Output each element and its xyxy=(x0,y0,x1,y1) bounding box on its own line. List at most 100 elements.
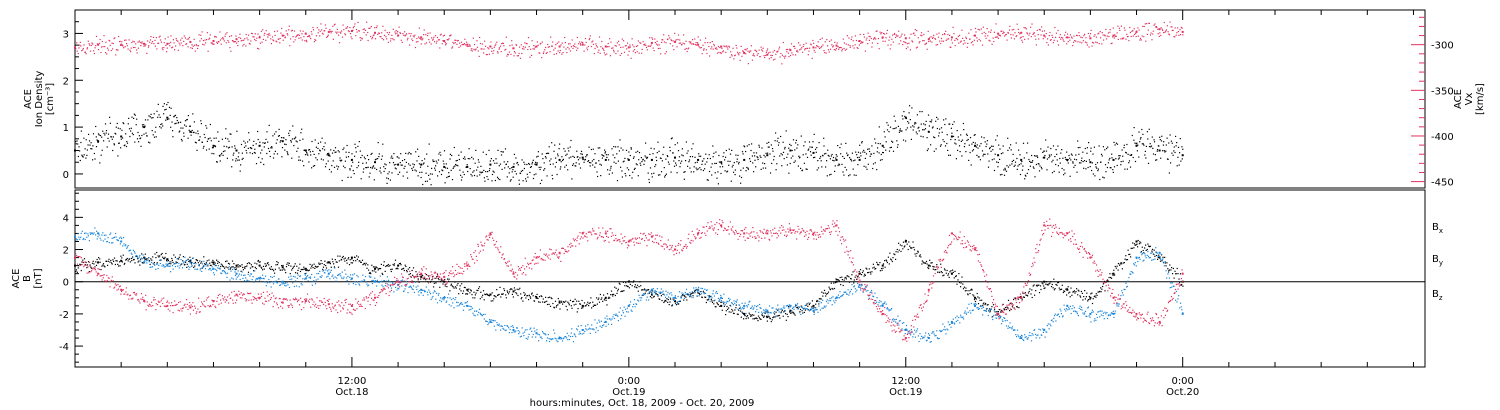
vx-series-dot xyxy=(599,52,601,54)
bx-series-dot xyxy=(821,291,823,293)
density-series-dot xyxy=(894,127,896,130)
density-series-dot xyxy=(175,122,177,124)
density-series-dot xyxy=(430,184,432,186)
density-series-dot xyxy=(1136,142,1138,144)
vx-series-dot xyxy=(511,44,513,46)
density-series-dot xyxy=(704,163,706,165)
density-series-dot xyxy=(782,151,785,153)
bx-series-dot xyxy=(921,263,923,265)
density-series-dot xyxy=(519,172,522,174)
density-series-dot xyxy=(709,157,711,160)
density-series-dot xyxy=(372,165,375,167)
density-series-dot xyxy=(520,170,522,172)
vx-series-dot xyxy=(280,32,282,34)
density-series-dot xyxy=(564,150,566,152)
density-series-dot xyxy=(103,140,105,142)
vx-series-dot xyxy=(739,52,741,54)
density-series-dot xyxy=(988,160,990,162)
density-series-dot xyxy=(160,127,162,129)
density-series-dot xyxy=(86,154,88,156)
vx-series-dot xyxy=(812,39,814,42)
bx-series-dot xyxy=(928,267,930,270)
density-series-dot xyxy=(654,165,656,168)
bx-series-dot xyxy=(221,264,223,266)
vx-series-dot xyxy=(518,52,520,55)
bx-series-point-45 xyxy=(1112,272,1115,275)
density-series-dot xyxy=(1070,159,1072,161)
density-series-dot xyxy=(491,180,493,182)
bx-series-dot xyxy=(551,298,553,300)
density-series-point-21 xyxy=(558,158,561,161)
density-series-dot xyxy=(1107,162,1109,164)
density-series-dot xyxy=(1112,171,1114,173)
bx-series-dot xyxy=(484,293,486,295)
vx-series-dot xyxy=(860,42,862,44)
density-series-dot xyxy=(579,167,582,169)
bx-series-dot xyxy=(515,292,517,294)
vx-series-dot xyxy=(489,45,491,47)
vx-series-dot xyxy=(342,24,344,26)
bx-series-dot xyxy=(352,260,355,262)
density-series-dot xyxy=(290,140,292,142)
vx-series-dot xyxy=(562,52,564,54)
vx-series-dot xyxy=(1101,32,1103,34)
density-series-dot xyxy=(840,143,842,145)
density-series-dot xyxy=(797,165,799,167)
vx-series-dot xyxy=(263,34,265,36)
vx-series-dot xyxy=(488,53,490,55)
bx-series-dot xyxy=(927,267,929,269)
density-series-dot xyxy=(856,154,858,156)
vx-series-dot xyxy=(747,63,749,65)
bx-series-dot xyxy=(474,294,476,296)
vx-series-dot xyxy=(466,41,468,43)
density-series-dot xyxy=(914,121,916,124)
vx-series-dot xyxy=(475,48,477,50)
bx-series-dot xyxy=(815,303,817,305)
density-series-dot xyxy=(251,147,253,149)
density-series-dot xyxy=(238,152,240,154)
vx-series-dot xyxy=(917,37,919,39)
vx-series-dot xyxy=(258,48,260,50)
density-series-dot xyxy=(193,121,195,123)
bx-series-dot xyxy=(1056,284,1058,286)
density-series-dot xyxy=(954,139,956,141)
density-series-dot xyxy=(1038,163,1040,165)
density-series-dot xyxy=(1040,148,1042,150)
vx-series-dot xyxy=(179,44,181,46)
density-series-dot xyxy=(513,153,515,155)
bx-series-dot xyxy=(113,257,116,259)
vx-series-dot xyxy=(661,39,663,41)
density-series-dot xyxy=(739,175,741,177)
vx-series-point-33 xyxy=(835,44,838,47)
vx-series-dot xyxy=(934,38,937,40)
vx-series-dot xyxy=(491,50,493,52)
density-series-dot xyxy=(477,159,479,161)
density-series-dot xyxy=(676,172,678,174)
bx-series-dot xyxy=(1109,273,1111,275)
by-series-point-7 xyxy=(235,272,238,275)
density-series-dot xyxy=(254,152,256,154)
density-series-dot xyxy=(664,176,666,178)
vx-series-dot xyxy=(371,38,373,40)
density-series-dot xyxy=(873,152,875,154)
vx-series-dot xyxy=(238,36,240,39)
density-series-dot xyxy=(685,141,687,143)
bx-series-dot xyxy=(83,258,86,260)
density-series-dot xyxy=(1057,165,1059,167)
vx-series-dot xyxy=(419,37,421,39)
bx-series-dot xyxy=(1016,306,1018,308)
density-series-dot xyxy=(737,154,739,156)
density-series-dot xyxy=(678,160,680,162)
vx-series-dot xyxy=(881,37,883,39)
bx-series-dot xyxy=(707,299,709,301)
density-series-dot xyxy=(150,113,152,115)
vx-series-dot xyxy=(355,35,357,37)
bx-series-dot xyxy=(113,260,115,262)
density-series-dot xyxy=(183,135,185,137)
density-series-dot xyxy=(587,160,589,162)
vx-series-dot xyxy=(1036,29,1038,31)
bx-series-dot xyxy=(779,317,781,319)
vx-series-dot xyxy=(290,30,293,32)
density-series-dot xyxy=(842,171,844,173)
bx-series-dot xyxy=(901,245,903,247)
